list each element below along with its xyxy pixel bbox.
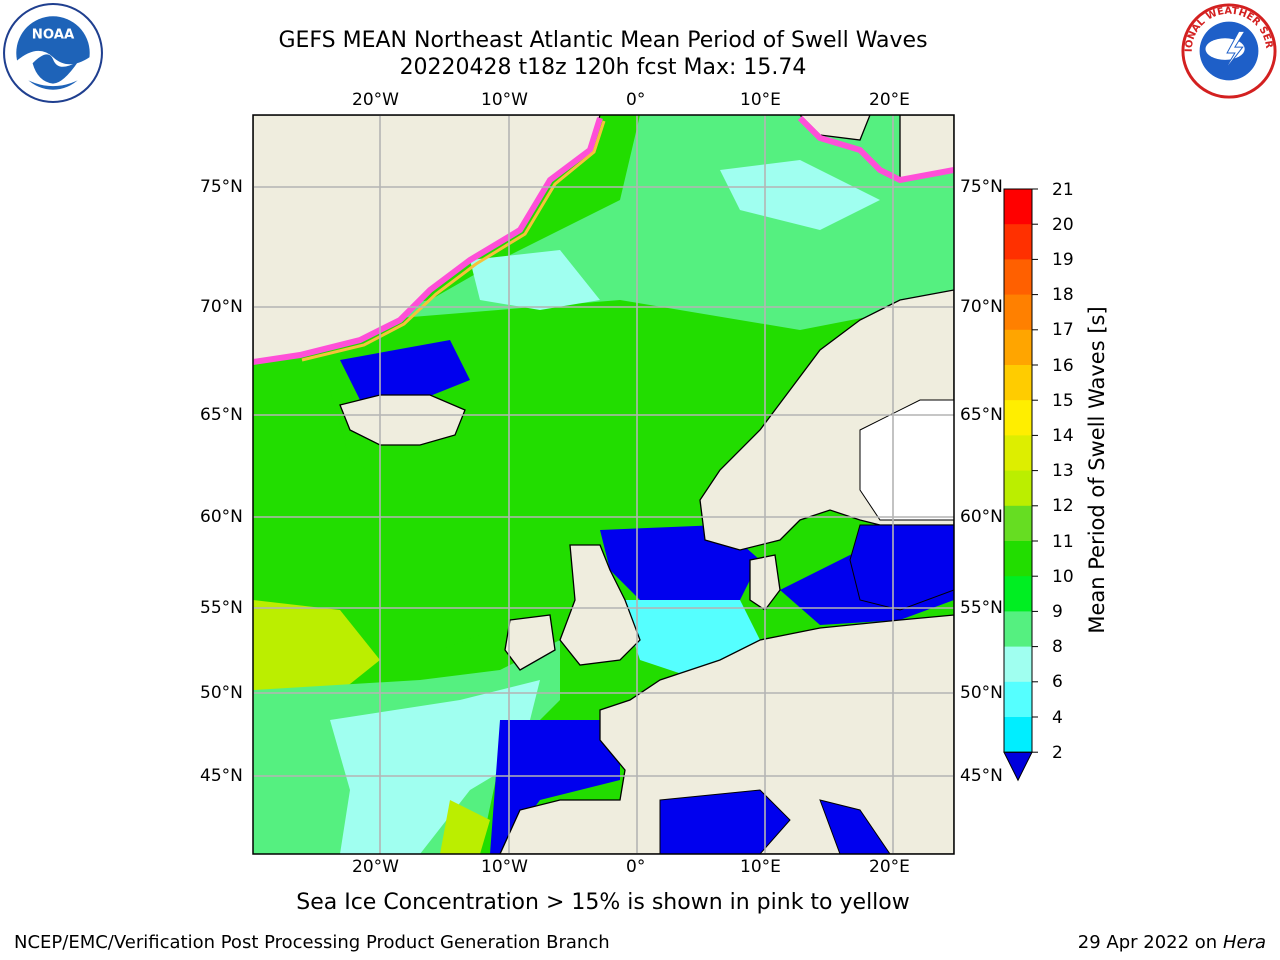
lat-label-right: 60°N — [960, 507, 1003, 527]
great-britain — [559, 544, 641, 666]
colorbar-segment — [1004, 717, 1032, 753]
lat-label-left: 45°N — [200, 766, 243, 786]
lon-label-bottom: 0° — [626, 857, 646, 877]
lat-label-left: 75°N — [200, 177, 243, 197]
svg-text:NOAA: NOAA — [32, 28, 75, 43]
colorbar-tick-label: 21 — [1052, 180, 1074, 200]
colorbar-extend-arrow — [1003, 751, 1033, 782]
lat-label-right: 65°N — [960, 405, 1003, 425]
lon-label-top: 0° — [626, 90, 646, 110]
lon-label-top: 20°E — [869, 90, 910, 110]
lon-label-bottom: 10°W — [481, 857, 528, 877]
iceland — [339, 394, 466, 446]
colorbar-tick-label: 4 — [1052, 708, 1063, 728]
colorbar-segment — [1004, 400, 1032, 436]
ireland — [504, 614, 556, 671]
colorbar-tick-label: 6 — [1052, 672, 1063, 692]
swell-zone-10-11 — [253, 390, 540, 660]
colorbar-segment — [1004, 611, 1032, 648]
lon-label-top: 20°W — [352, 90, 399, 110]
north-sea-low — [600, 525, 760, 610]
footer-date: 29 Apr 2022 on Hera — [1078, 932, 1266, 953]
colorbar-segment — [1004, 224, 1032, 260]
svalbard-east — [899, 115, 954, 181]
baltic-sea — [849, 524, 954, 611]
colorbar-tick-label: 17 — [1052, 320, 1074, 340]
colorbar-segment — [1004, 435, 1032, 472]
sea-ice-caption-text: Sea Ice Concentration > 15% is shown in … — [296, 890, 910, 915]
colorbar-tick-label: 9 — [1052, 602, 1063, 622]
sea-ice-edge — [253, 115, 954, 365]
colorbar-segment — [1004, 329, 1032, 366]
colorbar-title: Mean Period of Swell Waves [s] — [1085, 306, 1109, 634]
lat-label-right: 70°N — [960, 297, 1003, 317]
footer-credit: NCEP/EMC/Verification Post Processing Pr… — [14, 932, 610, 953]
colorbar-tick-label: 13 — [1052, 461, 1074, 481]
chart-title: GEFS MEAN Northeast Atlantic Mean Period… — [278, 28, 928, 53]
colorbar-tick-label: 11 — [1052, 532, 1074, 552]
lat-label-left: 50°N — [200, 683, 243, 703]
gulf-of-bothnia — [859, 399, 954, 521]
colorbar-segment — [1004, 541, 1032, 577]
colorbar-segment — [1004, 646, 1032, 683]
lat-label-right: 45°N — [960, 766, 1003, 786]
map-frame — [252, 114, 955, 855]
swell-zone-8-9 — [470, 250, 600, 310]
lon-label-bottom: 10°E — [740, 857, 781, 877]
swell-zone-8-9-b — [720, 160, 880, 230]
colorbar-segment — [1004, 470, 1032, 507]
colorbar-segment — [1004, 365, 1032, 401]
sea-ice-caption: Sea Ice Concentration > 15% is shown in … — [0, 890, 1280, 915]
lat-label-left: 60°N — [200, 507, 243, 527]
colorbar-segment — [1004, 576, 1032, 612]
colorbar-tick-label: 18 — [1052, 285, 1074, 305]
lat-label-right: 55°N — [960, 598, 1003, 618]
lon-label-top: 10°W — [481, 90, 528, 110]
swell-zone-13-south — [440, 800, 490, 854]
colorbar-tick-label: 16 — [1052, 356, 1074, 376]
swell-zone-12-13 — [253, 600, 380, 700]
colorbar-tick-label: 19 — [1052, 250, 1074, 270]
noaa-logo-icon: NOAA — [3, 3, 103, 103]
colorbar-segment — [1004, 294, 1032, 331]
colorbar — [1003, 188, 1038, 782]
colorbar-segment — [1004, 259, 1032, 296]
graticule — [253, 115, 954, 854]
nws-logo-icon: NATIONAL WEATHER SERVICE — [1180, 2, 1277, 99]
colorbar-tick-label: 12 — [1052, 496, 1074, 516]
colorbar-segment — [1004, 505, 1032, 542]
map-area — [253, 115, 954, 854]
colorbar-segment — [1004, 681, 1032, 718]
lon-label-bottom: 20°E — [869, 857, 910, 877]
swell-zone-8-9-south — [330, 680, 540, 854]
chart-subtitle: 20220428 t18z 120h fcst Max: 15.74 — [399, 55, 807, 80]
lon-label-top: 10°E — [740, 90, 781, 110]
iceland-north-low — [340, 340, 470, 400]
lon-label-bottom: 20°W — [352, 857, 399, 877]
colorbar-tick-label: 10 — [1052, 567, 1074, 587]
western-mediterranean — [659, 789, 791, 854]
footer-date-text: 29 Apr 2022 on — [1077, 932, 1223, 953]
colorbar-tick-label: 8 — [1052, 637, 1063, 657]
colorbar-tick-label: 15 — [1052, 391, 1074, 411]
europe — [499, 614, 954, 854]
footer-host: Hera — [1222, 932, 1266, 953]
colorbar-tick-label: 14 — [1052, 426, 1074, 446]
colorbar-tick-label: 2 — [1052, 743, 1063, 763]
lat-label-right: 75°N — [960, 177, 1003, 197]
colorbar-tick-label: 20 — [1052, 215, 1074, 235]
lat-label-right: 50°N — [960, 683, 1003, 703]
lat-label-left: 70°N — [200, 297, 243, 317]
adriatic — [819, 799, 891, 854]
colorbar-segment — [1004, 189, 1032, 225]
lat-label-left: 55°N — [200, 598, 243, 618]
lat-label-left: 65°N — [200, 405, 243, 425]
